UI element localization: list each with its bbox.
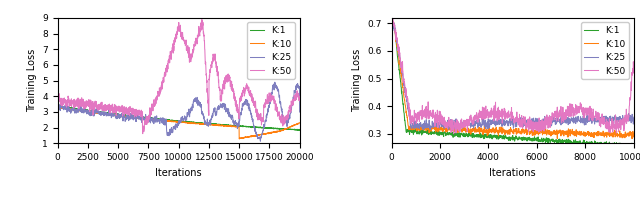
K:1 <box>581 141 589 144</box>
K:25 <box>289 99 297 102</box>
K:50 <box>244 89 252 91</box>
K:1 <box>495 136 502 138</box>
Line: K:10: K:10 <box>392 19 634 139</box>
K:1 <box>54 104 62 107</box>
K:10 <box>630 133 637 135</box>
K:1 <box>289 128 296 131</box>
K:50 <box>296 98 303 100</box>
K:25 <box>244 102 252 105</box>
Legend: K:1, K:10, K:25, K:50: K:1, K:10, K:25, K:50 <box>247 22 295 79</box>
K:25 <box>172 124 179 126</box>
K:1 <box>630 146 637 148</box>
Line: K:1: K:1 <box>392 22 634 148</box>
K:25 <box>66 108 74 110</box>
K:10 <box>165 120 173 123</box>
K:10 <box>388 17 396 20</box>
K:25 <box>271 81 278 83</box>
X-axis label: Iterations: Iterations <box>156 168 202 178</box>
K:25 <box>165 132 173 135</box>
K:10 <box>581 135 589 137</box>
K:50 <box>198 19 205 21</box>
K:50 <box>54 126 61 129</box>
K:1 <box>296 128 303 131</box>
K:10 <box>296 122 303 124</box>
K:50 <box>413 118 420 120</box>
Line: K:10: K:10 <box>58 107 300 139</box>
K:50 <box>450 133 458 135</box>
K:1 <box>244 125 252 128</box>
K:50 <box>289 102 296 105</box>
Legend: K:1, K:10, K:25, K:50: K:1, K:10, K:25, K:50 <box>581 22 629 79</box>
K:25 <box>452 129 460 131</box>
K:25 <box>289 100 296 102</box>
K:25 <box>486 125 493 127</box>
Line: K:1: K:1 <box>58 105 300 130</box>
Line: K:50: K:50 <box>392 19 634 134</box>
K:25 <box>257 140 264 142</box>
K:1 <box>413 131 420 133</box>
K:25 <box>577 116 584 118</box>
K:10 <box>486 129 493 131</box>
Y-axis label: Training Loss: Training Loss <box>352 49 362 112</box>
K:50 <box>577 107 584 110</box>
K:25 <box>412 124 420 126</box>
K:10 <box>289 125 296 127</box>
K:10 <box>236 138 243 140</box>
K:50 <box>630 66 637 69</box>
K:25 <box>630 118 637 120</box>
K:10 <box>244 135 252 138</box>
K:1 <box>289 128 296 131</box>
K:10 <box>54 106 61 108</box>
K:25 <box>296 111 303 113</box>
K:50 <box>581 107 589 109</box>
Y-axis label: Training Loss: Training Loss <box>27 49 36 112</box>
Line: K:50: K:50 <box>58 20 300 134</box>
K:1 <box>296 129 303 132</box>
K:1 <box>554 141 562 143</box>
K:1 <box>486 137 493 139</box>
K:50 <box>289 98 297 100</box>
K:50 <box>66 100 74 103</box>
K:10 <box>172 120 179 123</box>
K:50 <box>139 133 147 135</box>
K:10 <box>66 108 74 110</box>
K:1 <box>389 21 397 24</box>
K:10 <box>412 125 420 127</box>
K:1 <box>66 107 74 109</box>
K:50 <box>486 116 494 119</box>
K:50 <box>495 111 502 113</box>
K:50 <box>172 38 179 41</box>
K:1 <box>629 147 637 149</box>
K:25 <box>581 120 589 122</box>
K:1 <box>388 23 396 26</box>
K:10 <box>554 132 562 134</box>
Line: K:25: K:25 <box>392 19 634 130</box>
K:1 <box>165 119 173 121</box>
X-axis label: Iterations: Iterations <box>489 168 536 178</box>
K:10 <box>54 106 61 109</box>
K:50 <box>554 116 562 119</box>
K:25 <box>388 18 396 20</box>
K:10 <box>554 137 561 140</box>
K:10 <box>577 134 584 136</box>
K:1 <box>54 104 61 107</box>
K:50 <box>165 59 173 61</box>
K:10 <box>494 130 502 132</box>
K:25 <box>54 123 61 126</box>
K:25 <box>554 116 562 118</box>
K:10 <box>289 124 297 127</box>
K:1 <box>172 119 179 122</box>
K:25 <box>495 121 502 123</box>
K:1 <box>577 142 584 145</box>
Line: K:25: K:25 <box>58 82 300 141</box>
K:50 <box>389 18 397 20</box>
K:50 <box>388 26 396 28</box>
